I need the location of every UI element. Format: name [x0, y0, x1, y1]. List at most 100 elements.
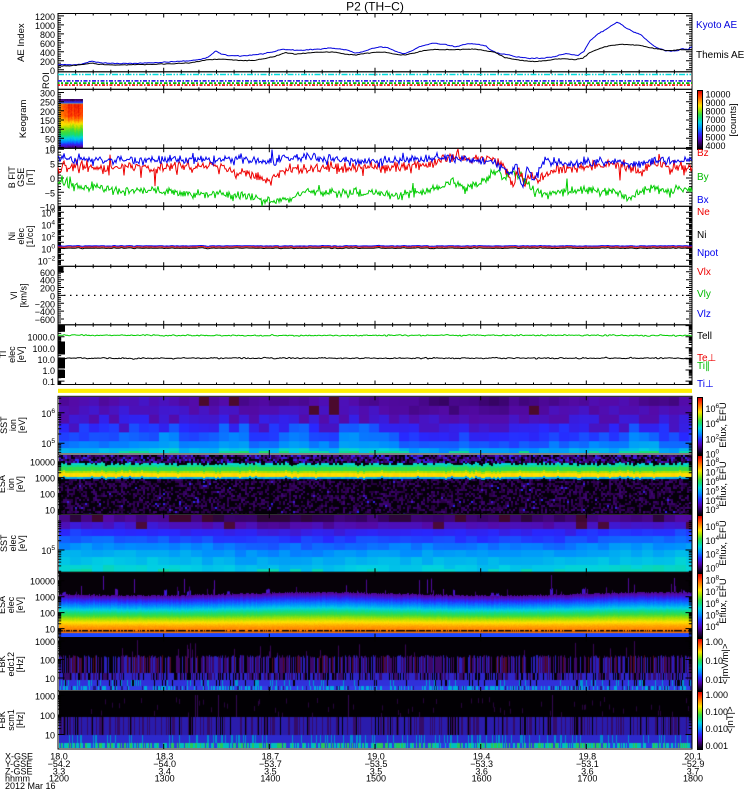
svg-text:100: 100: [40, 656, 55, 666]
svg-text:0: 0: [716, 563, 720, 570]
svg-text:0: 0: [51, 243, 55, 250]
svg-text:AE Index: AE Index: [16, 23, 27, 62]
svg-text:10: 10: [706, 622, 716, 632]
svg-text:10: 10: [41, 232, 51, 242]
svg-text:10: 10: [41, 546, 51, 556]
svg-text:3.6: 3.6: [475, 766, 488, 776]
svg-text:Ti∥: Ti∥: [697, 361, 710, 372]
svg-text:10: 10: [706, 587, 716, 597]
svg-text:6: 6: [716, 598, 720, 605]
svg-text:10: 10: [41, 409, 51, 419]
svg-text:0: 0: [716, 448, 720, 455]
svg-text:−53.7: −53.7: [259, 759, 282, 769]
svg-text:5000: 5000: [706, 132, 726, 142]
svg-text:[km/s]: [km/s]: [19, 284, 29, 308]
svg-text:1200: 1200: [35, 12, 55, 22]
svg-text:10: 10: [45, 674, 55, 684]
svg-text:5: 5: [50, 160, 55, 170]
svg-text:2: 2: [716, 549, 720, 556]
svg-text:X-GSE: X-GSE: [5, 752, 33, 762]
svg-text:[Hz]: [Hz]: [15, 712, 25, 728]
svg-text:200: 200: [40, 57, 55, 67]
svg-text:3: 3: [716, 504, 720, 511]
svg-text:2: 2: [51, 231, 55, 238]
svg-text:1000: 1000: [35, 692, 55, 702]
svg-text:10000: 10000: [706, 90, 731, 100]
svg-text:400: 400: [40, 48, 55, 58]
svg-text:0.001: 0.001: [706, 741, 729, 751]
svg-text:[eV]: [eV]: [15, 476, 25, 492]
svg-text:[eV]: [eV]: [16, 347, 26, 363]
svg-text:Themis AE: Themis AE: [696, 50, 745, 61]
svg-text:0.100: 0.100: [706, 707, 729, 717]
svg-text:10.0: 10.0: [37, 355, 55, 365]
svg-text:1.0: 1.0: [42, 366, 55, 376]
svg-text:SST: SST: [0, 416, 9, 434]
svg-text:250: 250: [40, 98, 55, 108]
svg-text:Ti⊥: Ti⊥: [697, 379, 714, 390]
svg-text:1200: 1200: [49, 774, 69, 784]
svg-text:10: 10: [706, 458, 716, 468]
svg-text:3.6: 3.6: [581, 766, 594, 776]
svg-text:−53.5: −53.5: [365, 759, 388, 769]
svg-text:1000: 1000: [35, 637, 55, 647]
svg-text:ESA: ESA: [0, 475, 7, 493]
svg-text:−200: −200: [35, 299, 55, 309]
svg-text:5: 5: [716, 609, 720, 616]
svg-text:elec: elec: [8, 534, 18, 551]
svg-text:4: 4: [716, 418, 720, 425]
svg-text:Tell: Tell: [697, 331, 712, 342]
svg-text:−2: −2: [48, 255, 56, 262]
svg-text:[counts]: [counts]: [728, 103, 739, 136]
svg-text:scm1: scm1: [6, 709, 16, 731]
svg-text:<|mV/m|>: <|mV/m|>: [720, 643, 731, 684]
svg-text:Vly: Vly: [697, 289, 711, 300]
svg-text:1600: 1600: [472, 774, 492, 784]
svg-text:GSE: GSE: [16, 168, 26, 187]
svg-text:0: 0: [50, 174, 55, 184]
svg-text:10: 10: [706, 477, 716, 487]
svg-text:1.000: 1.000: [706, 690, 729, 700]
svg-text:10: 10: [45, 505, 55, 515]
svg-text:10: 10: [706, 610, 716, 620]
svg-text:19.4: 19.4: [473, 752, 491, 762]
svg-text:5: 5: [716, 485, 720, 492]
svg-text:Ne: Ne: [697, 207, 710, 218]
svg-text:elec: elec: [16, 228, 26, 245]
svg-text:5: 5: [51, 438, 55, 445]
svg-text:Vl: Vl: [9, 292, 19, 300]
svg-text:0: 0: [50, 66, 55, 76]
svg-text:200: 200: [40, 284, 55, 294]
svg-text:800: 800: [40, 30, 55, 40]
svg-text:10: 10: [41, 220, 51, 230]
svg-text:FBK: FBK: [0, 655, 7, 673]
svg-text:10: 10: [706, 522, 716, 532]
svg-text:10000: 10000: [30, 458, 55, 468]
svg-text:Eflux, EFU: Eflux, EFU: [718, 402, 729, 448]
svg-text:Keogram: Keogram: [18, 99, 29, 138]
svg-text:1000: 1000: [35, 474, 55, 484]
svg-text:[eV]: [eV]: [17, 417, 27, 433]
svg-text:SST: SST: [0, 534, 9, 552]
svg-text:7: 7: [716, 586, 720, 593]
svg-text:10: 10: [706, 434, 716, 444]
svg-text:−600: −600: [35, 315, 55, 325]
svg-text:0: 0: [50, 144, 55, 154]
svg-text:10: 10: [41, 439, 51, 449]
svg-text:10: 10: [706, 404, 716, 414]
svg-text:600: 600: [40, 268, 55, 278]
svg-text:4: 4: [716, 535, 720, 542]
svg-text:6: 6: [716, 476, 720, 483]
svg-text:3.5: 3.5: [264, 766, 277, 776]
svg-text:edc12: edc12: [6, 652, 16, 677]
svg-text:Kyoto AE: Kyoto AE: [696, 20, 737, 31]
svg-text:150: 150: [40, 116, 55, 126]
svg-text:3.4: 3.4: [158, 766, 171, 776]
svg-text:7: 7: [716, 467, 720, 474]
svg-text:10000: 10000: [30, 577, 55, 587]
svg-text:18.7: 18.7: [262, 752, 280, 762]
svg-text:10: 10: [706, 536, 716, 546]
svg-text:300: 300: [40, 89, 55, 99]
svg-text:3.7: 3.7: [687, 766, 700, 776]
svg-text:6: 6: [716, 521, 720, 528]
